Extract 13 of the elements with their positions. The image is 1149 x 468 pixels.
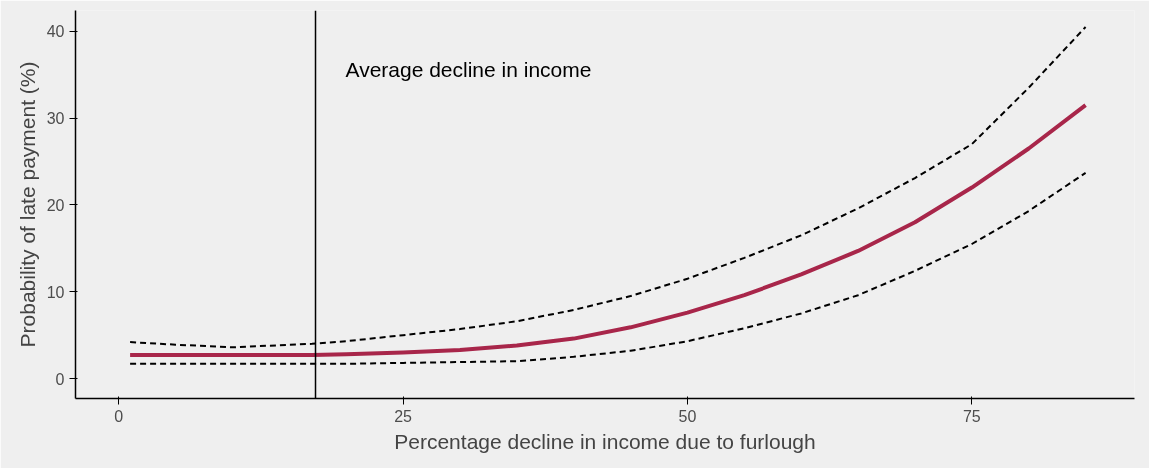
y-axis-title: Probability of late payment (%): [15, 61, 39, 348]
y-tick-label: 40: [46, 23, 65, 41]
y-tick-label: 0: [55, 370, 65, 388]
ref-line-label: Average decline in income: [345, 57, 592, 81]
x-tick-label: 0: [114, 407, 124, 425]
x-tick-label: 50: [678, 407, 697, 425]
y-tick-label: 20: [46, 196, 65, 214]
y-tick-label: 10: [46, 283, 65, 301]
line-series: [128, 103, 1088, 358]
y-tick-label: 30: [46, 110, 65, 128]
x-tick-label: 75: [962, 407, 981, 425]
x-tick-label: 25: [394, 407, 413, 425]
x-axis-title: Percentage decline in income due to furlough: [394, 429, 816, 453]
